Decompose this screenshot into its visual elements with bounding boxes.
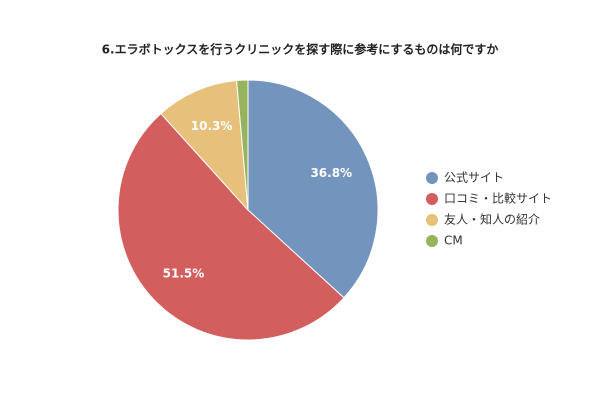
pie-slice [160, 79, 249, 212]
pie-slice [236, 79, 249, 211]
legend-label: CM [444, 234, 463, 248]
legend-label: 友人・知人の紹介 [444, 213, 540, 227]
legend-marker [426, 172, 438, 184]
legend-marker [426, 193, 438, 205]
value-label: 36.8% [310, 166, 352, 180]
legend-marker [426, 214, 438, 226]
chart-title: 6.エラボトックスを行うクリニックを探す際に参考にするものは何ですか [102, 42, 499, 57]
value-label: 10.3% [191, 119, 233, 133]
legend-label: 口コミ・比較サイト [444, 191, 552, 206]
legend-label: 公式サイト [444, 171, 504, 185]
value-label: 51.5% [163, 267, 205, 281]
pie-slice [117, 112, 345, 341]
pie-slice [247, 79, 379, 299]
legend-marker [426, 235, 438, 247]
